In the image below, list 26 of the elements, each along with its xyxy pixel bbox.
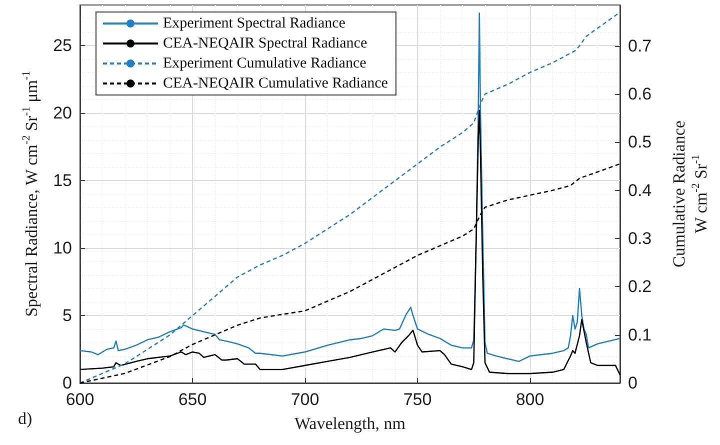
y-tick-label: 10: [53, 238, 72, 258]
y2-tick-label: 0.2: [628, 277, 652, 296]
y2-tick-label: 0.7: [628, 36, 652, 56]
x-tick-label: 800: [516, 390, 544, 409]
y-tick-label: 15: [53, 171, 72, 190]
x-axis-title: Wavelength, nm: [294, 414, 406, 433]
legend-label: CEA-NEQAIR Cumulative Radiance: [163, 76, 388, 92]
y2-tick-label: 0.4: [628, 180, 652, 200]
y2-tick-label: 0.3: [628, 229, 652, 248]
x-tick-label: 650: [178, 390, 207, 409]
legend-label: CEA-NEQAIR Spectral Radiance: [163, 36, 368, 52]
x-tick-label: 700: [290, 390, 320, 409]
y-axis-title: Spectral Radiance, W cm-2 Sr-1 μm-1: [20, 70, 41, 317]
x-tick-label: 750: [403, 390, 432, 409]
y2-tick-label: 0.6: [628, 84, 652, 104]
y-tick-label: 25: [53, 36, 72, 55]
legend-label: Experiment Cumulative Radiance: [163, 56, 367, 72]
y2-tick-label: 0: [628, 374, 638, 392]
y-tick-label: 5: [62, 306, 72, 325]
legend-label: Experiment Spectral Radiance: [163, 16, 346, 32]
y-tick-label: 0: [62, 374, 72, 392]
y2-tick-label: 0.1: [628, 325, 652, 344]
y-tick-label: 20: [53, 104, 72, 122]
x-tick-label: 600: [66, 390, 94, 409]
y2-tick-label: 0.5: [628, 132, 652, 152]
text: d): [18, 409, 32, 428]
